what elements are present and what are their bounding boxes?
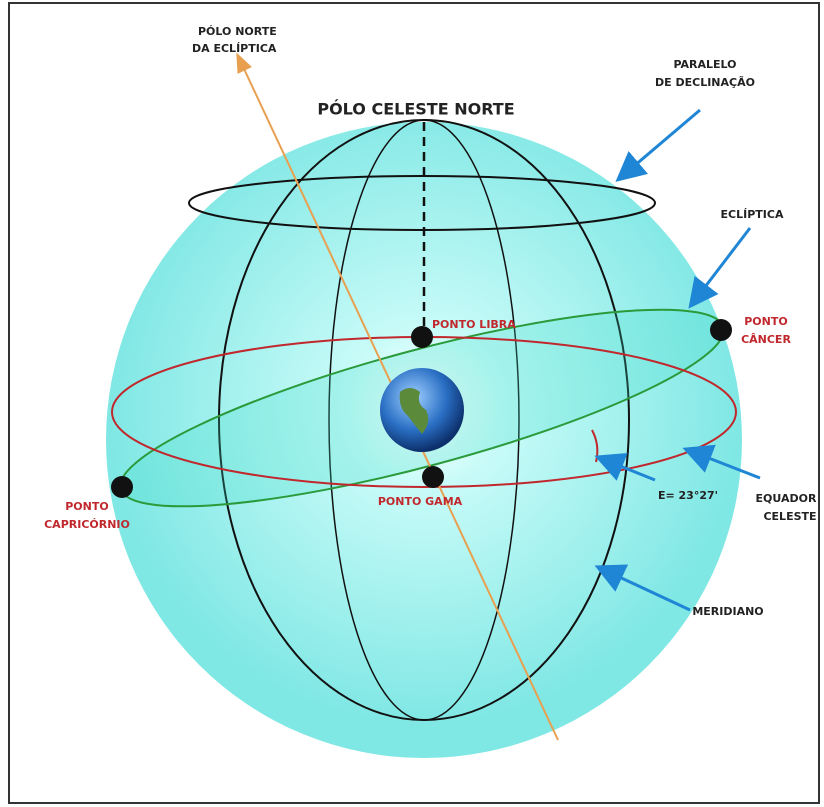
arrow	[594, 564, 691, 612]
label: E= 23°27'	[658, 489, 718, 502]
earth-land	[399, 388, 429, 434]
label: PARALELO	[673, 58, 736, 71]
point-capricornio	[111, 476, 133, 498]
label: CAPRICÓRNIO	[44, 518, 130, 531]
label: EQUADOR	[756, 492, 817, 505]
label: PONTO GAMA	[378, 495, 463, 508]
arrow	[682, 444, 761, 480]
label: MERIDIANO	[692, 605, 763, 618]
label: PÓLO NORTE	[198, 25, 277, 38]
label: CÂNCER	[741, 333, 791, 346]
arrow	[688, 227, 752, 309]
label: DE DECLINAÇÃO	[655, 76, 755, 89]
point-gama	[422, 466, 444, 488]
declination-parallel	[188, 175, 656, 231]
label: ECLÍPTICA	[721, 208, 784, 221]
label: PONTO LIBRA	[432, 318, 516, 331]
arrow	[594, 452, 656, 482]
arrow	[615, 108, 701, 182]
label: PONTO	[744, 315, 787, 328]
label: CELESTE	[763, 510, 816, 523]
label: PÓLO CELESTE NORTE	[317, 100, 514, 119]
point-libra	[411, 326, 433, 348]
label: DA ECLÍPTICA	[192, 42, 277, 55]
meridian-inner	[328, 119, 520, 721]
frame	[8, 2, 820, 804]
point-cancer	[710, 319, 732, 341]
label: PONTO	[65, 500, 108, 513]
